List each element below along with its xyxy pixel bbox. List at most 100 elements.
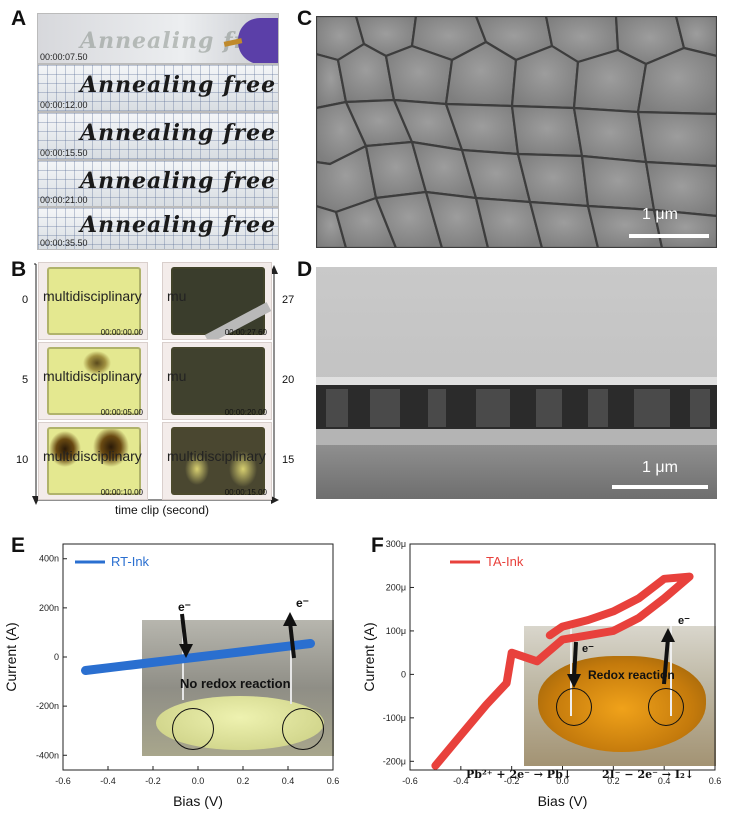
oxidation-equation: 2I⁻ − 2e⁻ → I₂↓ [602,768,694,781]
y-axis-title: Current (A) [361,622,377,691]
tile-timestamp: 00:00:05.00 [100,408,143,417]
panel-letter-b: B [11,258,27,281]
electron-label: e⁻ [296,596,310,610]
y-tick-label: 0 [54,652,59,662]
x-tick-label: 0.6 [709,776,722,786]
x-axis-title: Bias (V) [538,793,588,809]
y-tick-label: 300μ [386,540,406,549]
film-sample [171,347,265,415]
tile-text: multidisciplinary [43,448,142,464]
film-sample [171,267,265,335]
video-frame: Annealing free 00:00:15.50 [37,112,279,160]
video-frame: Annealing free 00:00:07.50 [37,13,279,64]
cross-section-micrograph [316,267,717,499]
tile-text: multidisciplinary [43,368,142,384]
panel-b-axes [32,263,279,505]
electron-label: e⁻ [582,643,594,655]
time-label: 0 [22,294,29,306]
frame-timestamp: 00:00:12.00 [40,100,88,110]
electrode-left [570,626,572,716]
time-label: 20 [282,374,295,386]
y-axis-title: Current (A) [3,622,19,691]
frame-timestamp: 00:00:07.50 [40,52,88,62]
legend-label: RT-Ink [111,554,150,569]
panel-letter-c: C [297,7,313,30]
highlight-circle-right [282,708,324,750]
tile-timestamp: 00:00:10.00 [100,488,143,497]
gloved-hand-image [238,18,278,63]
film-tile: mu 00:00:20.00 [162,342,272,420]
scale-bar-label: 1 μm [642,459,678,476]
time-axis-label: time clip (second) [115,503,210,517]
film-tile: multidisciplinary 00:00:05.00 [38,342,148,420]
x-tick-label: 0.2 [237,776,250,786]
film-tile: multidisciplinary 00:00:10.00 [38,422,148,500]
tile-timestamp: 00:00:00.00 [100,328,143,337]
series-line [431,572,694,770]
panel-letter-f: F [371,534,384,557]
electron-arrows [179,612,297,659]
frame-script-text: Annealing free [80,168,277,194]
electron-arrows [567,628,675,688]
tile-text: multidisciplinary [167,448,266,464]
x-tick-label: -0.4 [100,776,116,786]
frame-timestamp: 00:00:15.50 [40,148,88,158]
x-tick-label: 0.4 [282,776,295,786]
time-label: 5 [22,374,29,386]
iv-chart-ta-ink: -0.6 -0.4 -0.2 0.0 0.2 0.4 0.6 300μ 200μ 100μ 0 -10… [361,540,722,809]
highlight-circle-left [556,688,592,726]
y-tick-label: 200μ [386,582,406,592]
x-tick-label: 0.2 [607,776,620,786]
film-sample [47,347,141,415]
highlight-circle-right [648,688,684,726]
y-tick-label: 100μ [386,626,406,636]
film-sample [47,267,141,335]
film-tile: multidisciplinary 00:00:00.00 [38,262,148,340]
video-frame: Annealing free 00:00:12.00 [37,64,279,112]
panel-letter-a: A [11,7,27,30]
time-label: 15 [282,454,295,466]
x-tick-label: 0.0 [556,776,569,786]
scale-bar [629,234,709,238]
inset-caption: No redox reaction [180,676,291,691]
highlight-circle-left [172,708,214,750]
reduction-equation: Pb²⁺ + 2e⁻ → Pb↓ [466,768,572,781]
y-tick-label: 0 [401,669,406,679]
tile-timestamp: 00:00:20.00 [224,408,267,417]
x-axis-title: Bias (V) [173,793,223,809]
frame-script-text: Annealing free [80,212,277,238]
inset-caption: Redox reaction [588,668,675,682]
frame-timestamp: 00:00:35.50 [40,238,88,248]
series-line [81,639,315,675]
y-tick-label: -100μ [383,713,406,723]
grain-micrograph [316,16,717,248]
vial-photo-redox [524,626,716,766]
x-tick-label: -0.2 [504,776,520,786]
legend-label: TA-Ink [486,554,524,569]
tile-timestamp: 00:00:15.00 [224,488,267,497]
tile-text: mu [167,288,187,304]
sem-cross-section: 1 μm [316,267,717,499]
time-label: 10 [16,454,29,466]
frame-timestamp: 00:00:21.00 [40,195,88,205]
scale-bar [612,485,708,489]
y-tick-label: 400n [39,554,59,564]
tile-timestamp: 00:00:27.60 [224,328,267,337]
scale-bar-label: 1 μm [642,206,678,223]
x-tick-label: -0.6 [55,776,71,786]
video-frame: Annealing free 00:00:35.50 [37,207,279,250]
frame-script-text: Annealing free [80,120,277,146]
x-tick-label: 0.4 [658,776,671,786]
electron-label: e⁻ [678,615,690,627]
film-tile: multidisciplinary 00:00:15.00 [162,422,272,500]
y-tick-label: 200n [39,603,59,613]
sem-top-view: 1 μm [316,16,717,248]
electrode-right [290,620,292,704]
y-tick-label: -400n [36,750,59,760]
electron-label: e⁻ [178,600,192,614]
electrode-right [670,626,672,716]
film-sample [171,427,265,495]
frame-script-text: Annealing free [80,72,277,98]
tile-text: multidisciplinary [43,288,142,304]
panel-letter-e: E [11,534,26,557]
